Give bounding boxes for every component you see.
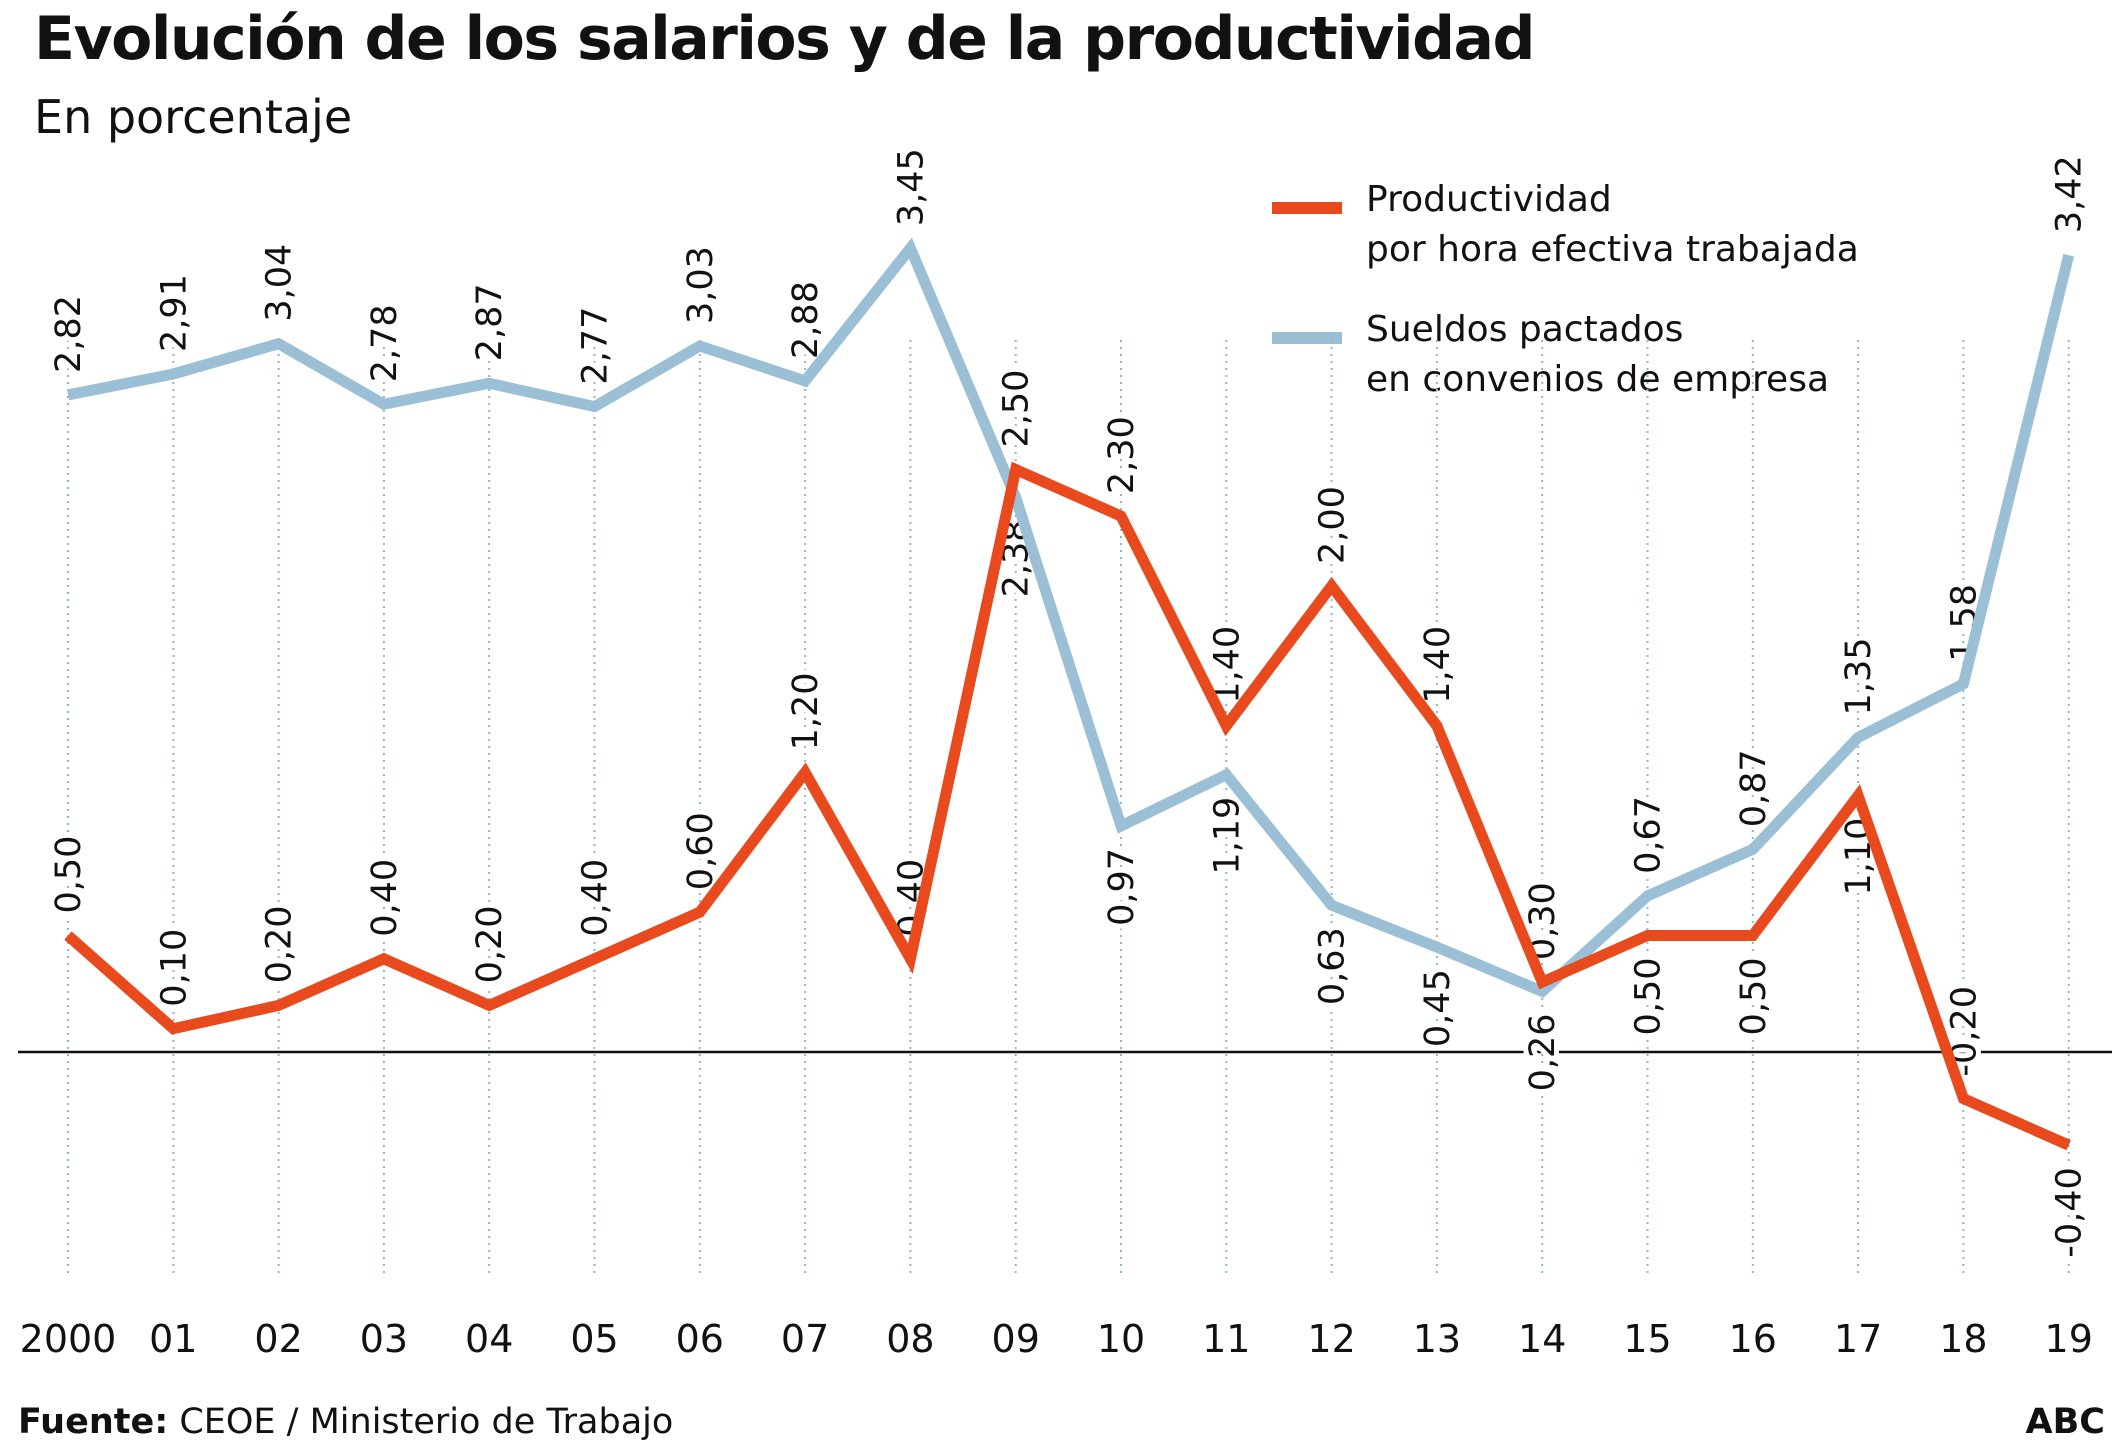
data-label-sueldos-14: 0,26	[1523, 1013, 1563, 1091]
x-tick-label-18: 18	[1939, 1317, 1987, 1361]
data-label-sueldos-08: 3,45	[891, 148, 931, 226]
legend-label-sueldos-line1: Sueldos pactados	[1366, 309, 1684, 350]
x-tick-label-08: 08	[886, 1317, 934, 1361]
legend-item-sueldos: Sueldos pactados en convenios de empresa	[1272, 305, 1859, 405]
source-label: Fuente:	[18, 1402, 169, 1442]
data-label-sueldos-05: 2,77	[576, 307, 616, 385]
x-tick-label-16: 16	[1729, 1317, 1777, 1361]
data-label-sueldos-07: 2,88	[786, 281, 826, 359]
x-tick-label-04: 04	[465, 1317, 513, 1361]
data-label-productividad-19: -0,40	[2050, 1167, 2090, 1258]
data-label-sueldos-2000: 2,82	[49, 295, 89, 373]
x-tick-label-05: 05	[570, 1317, 618, 1361]
data-label-sueldos-17: 1,35	[1839, 638, 1879, 716]
source-note: Fuente: CEOE / Ministerio de Trabajo	[18, 1402, 673, 1442]
x-tick-label-13: 13	[1413, 1317, 1461, 1361]
data-label-productividad-13: 1,40	[1418, 626, 1458, 704]
x-tick-label-19: 19	[2045, 1317, 2093, 1361]
brand-logo: ABC	[2025, 1402, 2105, 1442]
data-label-sueldos-19: 3,42	[2050, 155, 2090, 233]
legend-item-productividad: Productividad por hora efectiva trabajad…	[1272, 175, 1859, 275]
data-label-productividad-16: 0,50	[1734, 958, 1774, 1036]
data-label-sueldos-10: 0,97	[1102, 848, 1142, 926]
data-label-productividad-02: 0,20	[260, 905, 300, 983]
data-label-sueldos-15: 0,67	[1629, 796, 1669, 874]
data-label-sueldos-16: 0,87	[1734, 749, 1774, 827]
legend: Productividad por hora efectiva trabajad…	[1272, 175, 1859, 435]
series-line-productividad	[64, 461, 2071, 1151]
data-label-productividad-01: 0,10	[154, 929, 194, 1007]
data-label-sueldos-13: 0,45	[1418, 969, 1458, 1047]
data-label-productividad-15: 0,50	[1629, 958, 1669, 1036]
x-tick-label-14: 14	[1518, 1317, 1566, 1361]
data-label-sueldos-02: 3,04	[260, 244, 300, 322]
x-tick-label-11: 11	[1202, 1317, 1250, 1361]
x-tick-label-01: 01	[149, 1317, 197, 1361]
x-tick-label-03: 03	[360, 1317, 408, 1361]
chart-title: Evolución de los salarios y de la produc…	[34, 4, 1536, 74]
data-label-sueldos-06: 3,03	[681, 246, 721, 324]
data-label-productividad-04: 0,20	[470, 905, 510, 983]
legend-swatch-sueldos	[1272, 332, 1342, 344]
data-label-productividad-03: 0,40	[365, 859, 405, 937]
data-label-productividad-12: 2,00	[1313, 486, 1353, 564]
chart-subtitle: En porcentaje	[34, 90, 353, 144]
legend-label-productividad-line2: por hora efectiva trabajada	[1366, 229, 1859, 270]
legend-label-sueldos-line2: en convenios de empresa	[1366, 359, 1830, 400]
x-tick-label-17: 17	[1834, 1317, 1882, 1361]
data-label-productividad-09: 2,50	[997, 370, 1037, 448]
series-line-sueldos	[66, 237, 2075, 998]
data-label-productividad-2000: 0,50	[49, 836, 89, 914]
data-label-productividad-07: 1,20	[786, 672, 826, 750]
x-tick-label-15: 15	[1623, 1317, 1671, 1361]
data-label-sueldos-03: 2,78	[365, 304, 405, 382]
data-label-sueldos-11: 1,19	[1207, 797, 1247, 875]
x-tick-label-10: 10	[1097, 1317, 1145, 1361]
data-label-sueldos-12: 0,63	[1313, 927, 1353, 1005]
x-tick-label-07: 07	[781, 1317, 829, 1361]
x-tick-label-02: 02	[254, 1317, 302, 1361]
x-tick-label-09: 09	[992, 1317, 1040, 1361]
x-tick-label-2000: 2000	[20, 1317, 117, 1361]
data-label-sueldos-04: 2,87	[470, 283, 510, 361]
legend-swatch-productividad	[1272, 202, 1342, 214]
data-label-productividad-10: 2,30	[1102, 416, 1142, 494]
legend-label-productividad-line1: Productividad	[1366, 179, 1612, 220]
data-label-productividad-05: 0,40	[576, 859, 616, 937]
data-label-sueldos-01: 2,91	[154, 274, 194, 352]
x-tick-label-06: 06	[676, 1317, 724, 1361]
source-text: CEOE / Ministerio de Trabajo	[168, 1402, 674, 1442]
data-label-productividad-06: 0,60	[681, 812, 721, 890]
x-tick-label-12: 12	[1307, 1317, 1355, 1361]
